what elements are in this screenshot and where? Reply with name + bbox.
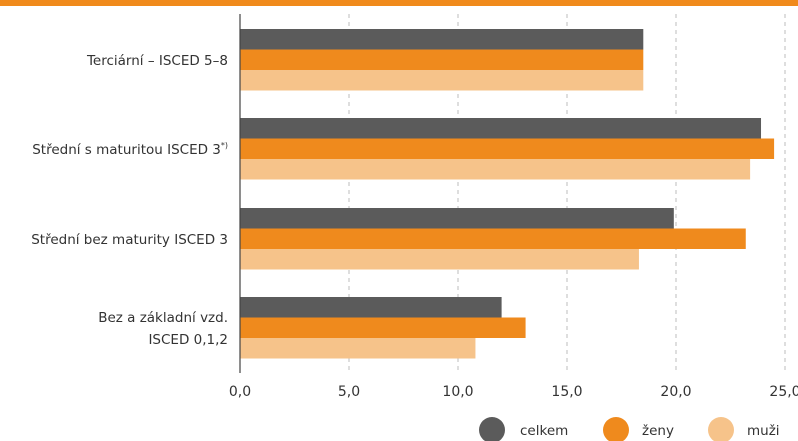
category-label-2: Střední bez maturity ISCED 3 <box>31 232 228 248</box>
bar-zeny-0 <box>240 49 644 70</box>
bar-muzi-2 <box>240 249 639 270</box>
x-tick-label-0: 0,0 <box>229 384 251 400</box>
x-tick-label-4: 20,0 <box>660 384 691 400</box>
legend-label-zeny: ženy <box>642 423 674 439</box>
legend-swatch-zeny <box>603 417 629 441</box>
bar-celkem-0 <box>240 29 644 50</box>
x-tick-label-1: 5,0 <box>338 384 360 400</box>
bar-zeny-2 <box>240 228 746 249</box>
bar-zeny-1 <box>240 138 775 159</box>
legend-swatch-celkem <box>479 417 505 441</box>
x-tick-label-5: 25,0 <box>769 384 798 400</box>
footnote-marker: *) <box>221 141 228 150</box>
legend-label-muzi: muži <box>747 423 780 439</box>
bar-celkem-2 <box>240 208 674 229</box>
legend-label-celkem: celkem <box>520 423 568 439</box>
category-label-3-line-1: ISCED 0,1,2 <box>148 332 228 348</box>
category-label-0: Terciární – ISCED 5–8 <box>86 53 228 69</box>
bar-zeny-3 <box>240 317 526 338</box>
bar-muzi-1 <box>240 159 751 180</box>
legend-swatch-muzi <box>708 417 734 441</box>
accent-top-bar <box>0 0 798 6</box>
x-tick-label-3: 15,0 <box>551 384 582 400</box>
bar-muzi-0 <box>240 70 644 91</box>
bar-celkem-1 <box>240 118 762 139</box>
x-tick-label-2: 10,0 <box>442 384 473 400</box>
bar-celkem-3 <box>240 297 502 318</box>
category-label-3-line-0: Bez a základní vzd. <box>98 310 228 326</box>
bar-muzi-3 <box>240 338 476 359</box>
category-label-1: Střední s maturitou ISCED 3*) <box>32 141 228 158</box>
